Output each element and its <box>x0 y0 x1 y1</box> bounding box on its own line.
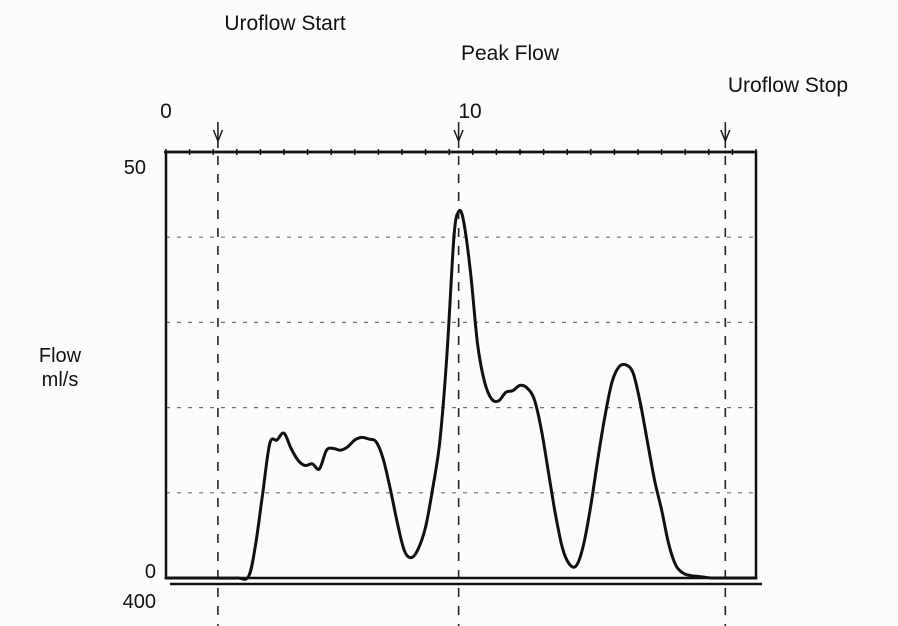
marker-symbol: V <box>720 128 731 145</box>
flow-curve <box>164 208 758 581</box>
y-tick-label-0: 0 <box>145 561 156 583</box>
marker-symbol: V <box>453 128 464 145</box>
top-axis-ticks <box>165 149 757 155</box>
marker-label: Uroflow Stop <box>728 74 848 97</box>
marker-label: Peak Flow <box>461 42 560 65</box>
y-axis-label-line: ml/s <box>42 369 79 391</box>
x-tick-label-0: 0 <box>160 100 172 123</box>
event-markers: V Uroflow Start V Peak Flow V Uroflow Stop <box>213 12 848 626</box>
marker-symbol: V <box>213 128 224 145</box>
lower-panel-label: 400 <box>123 591 156 613</box>
y-tick-label-50: 50 <box>124 157 146 179</box>
marker-label: Uroflow Start <box>224 12 346 35</box>
x-tick-label-10: 10 <box>458 100 481 123</box>
y-axis-label: Flow ml/s <box>39 345 82 391</box>
y-axis-label-line: Flow <box>39 345 82 367</box>
grid <box>166 236 756 494</box>
